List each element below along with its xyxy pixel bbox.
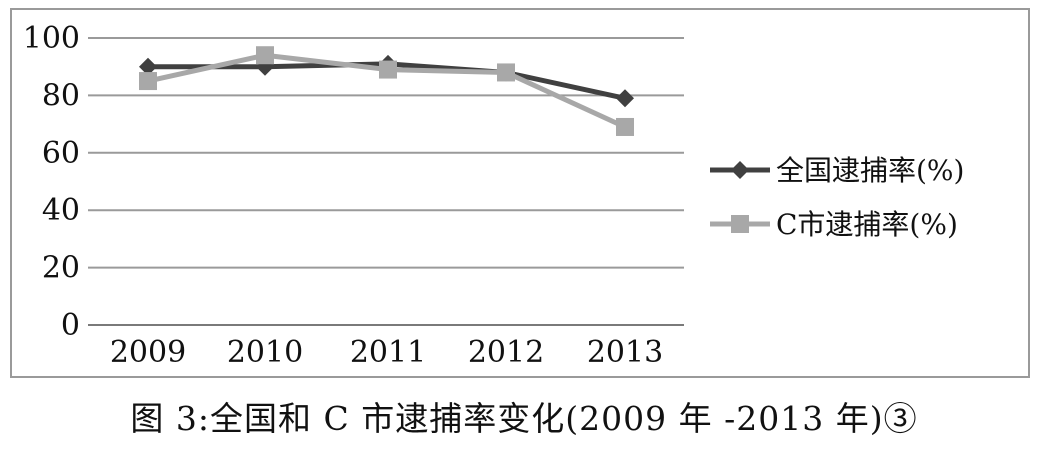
chart-frame [10,8,1030,378]
x-tick-label: 2009 [110,335,186,370]
y-tick-label: 100 [23,21,80,56]
x-tick-label: 2011 [350,335,426,370]
data-point [139,72,157,91]
y-tick-label: 60 [42,136,80,171]
x-tick-label: 2012 [468,335,544,370]
data-point [139,57,157,76]
legend-label: 全国逮捕率(%) [776,154,964,187]
series-2 [139,46,634,136]
x-tick-label: 2013 [587,335,663,370]
x-axis-ticks: 2009 2010 2011 2012 2013 [110,335,663,370]
legend-entry: 全国逮捕率(%) [710,154,964,187]
data-point [379,60,397,79]
data-point [616,89,634,108]
y-tick-label: 0 [61,308,80,343]
y-tick-label: 20 [42,251,80,286]
y-tick-label: 40 [42,193,80,228]
series-lines [139,46,634,136]
x-tick-label: 2010 [227,335,303,370]
figure-caption: 图 3:全国和 C 市逮捕率变化(2009 年 -2013 年)③ [130,399,918,438]
data-point [616,117,634,136]
legend: 全国逮捕率(%) C市逮捕率(%) [710,154,964,241]
legend-entry: C市逮捕率(%) [710,208,958,241]
legend-swatch-marker [731,161,749,179]
data-point [497,63,515,82]
legend-label: C市逮捕率(%) [776,208,958,241]
legend-swatch-marker [731,215,749,233]
gridlines [88,37,684,326]
data-point [256,46,274,65]
y-axis-ticks: 0 20 40 60 80 100 [23,21,80,343]
y-tick-label: 80 [42,78,80,113]
